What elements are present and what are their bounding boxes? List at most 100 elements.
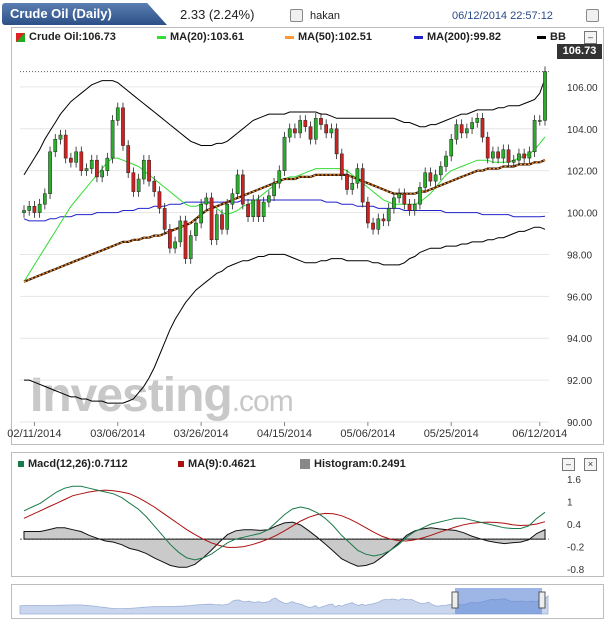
candle-body	[308, 126, 313, 140]
navigator-left-handle[interactable]	[451, 591, 459, 609]
candle-body	[79, 151, 84, 171]
candle-body	[459, 124, 464, 134]
price-change: 2.33 (2.24%)	[180, 7, 255, 22]
candle-body	[220, 214, 224, 230]
candle-body	[313, 118, 318, 140]
hist-swatch	[300, 459, 310, 470]
candle-body	[293, 128, 297, 134]
candle-body	[376, 218, 381, 230]
title-bar: Crude Oil (Daily) 2.33 (2.24%) hakan 06/…	[0, 0, 613, 27]
candle-body	[465, 128, 469, 134]
candle-body	[418, 187, 422, 205]
candle-body	[188, 235, 193, 259]
candle-body	[428, 172, 433, 182]
candle-body	[22, 210, 26, 213]
candle-body	[485, 136, 490, 159]
y-tick-label: 94.00	[567, 334, 592, 345]
watermark: Investing.com	[30, 368, 294, 423]
close-macd-button[interactable]: ×	[584, 458, 597, 471]
minimize-macd-button[interactable]: –	[562, 458, 575, 471]
candle-body	[194, 222, 198, 236]
candle-body	[350, 182, 355, 190]
candle-body	[272, 182, 276, 197]
y-tick-label: 100.00	[567, 209, 598, 220]
candle-body	[84, 168, 89, 171]
candle-body	[438, 166, 443, 176]
macd-ma-legend-item: MA(9):0.4621	[178, 458, 256, 470]
candle-body	[225, 203, 230, 230]
legend-macd-ma: MA(9):0.4621	[188, 458, 256, 470]
candle-body	[444, 155, 448, 167]
instrument-tab[interactable]: Crude Oil (Daily)	[2, 3, 167, 25]
macd-histogram	[23, 521, 546, 568]
candle-body	[407, 203, 412, 211]
y-tick-label: 92.00	[567, 376, 592, 387]
candle-body	[506, 149, 511, 163]
candle-body	[371, 222, 375, 230]
legend-ma20-item: MA(20):103.61	[157, 31, 244, 43]
y-tick-label: 96.00	[567, 292, 592, 303]
candle-body	[360, 168, 365, 203]
candle-body	[282, 136, 287, 171]
candle-body	[110, 120, 115, 159]
candle-body	[334, 128, 339, 155]
candle-body	[392, 197, 396, 209]
legend-macd: Macd(12,26):0.7112	[28, 458, 128, 470]
candle-body	[74, 151, 78, 163]
watermark-suffix: .com	[231, 385, 294, 418]
candle-body	[543, 71, 547, 121]
ma50-line	[23, 159, 546, 283]
candle-body	[37, 203, 42, 213]
candle-body	[214, 214, 219, 241]
legend-ma50-item: MA(50):102.51	[285, 31, 372, 43]
candle-body	[95, 159, 99, 178]
candle-body	[470, 122, 474, 130]
candle-body	[126, 145, 131, 174]
candle-body	[152, 180, 157, 192]
navigator-selection	[455, 588, 542, 614]
hist-legend-item: Histogram:0.2491	[300, 458, 406, 470]
legend-hist: Histogram:0.2491	[314, 458, 406, 470]
candle-body	[115, 107, 120, 121]
candle-body	[121, 107, 125, 146]
candle-body	[48, 151, 52, 194]
user-icon[interactable]	[290, 9, 303, 22]
macd-y-tick-label: 0.4	[567, 520, 581, 531]
candle-body	[209, 197, 214, 241]
macd-panel	[11, 452, 604, 577]
candle-body	[475, 118, 480, 123]
candle-body	[339, 153, 344, 176]
candle-body	[277, 170, 282, 184]
macd-y-tick-label: -0.2	[567, 543, 585, 554]
bb-upper-line	[23, 78, 546, 176]
y-tick-label: 106.00	[567, 83, 598, 94]
price-chart: 106.00 104.00 102.00 100.00 98.00 96.00 94.00 9…	[7, 66, 598, 440]
candle-body	[240, 174, 245, 205]
macd-line	[23, 485, 546, 561]
candle-icon	[16, 32, 25, 42]
macd-ma-line	[23, 489, 546, 548]
candle-body	[532, 120, 537, 153]
candle-body	[386, 208, 391, 222]
username: hakan	[310, 10, 340, 22]
settings-icon[interactable]	[586, 9, 599, 22]
candle-body	[397, 193, 401, 199]
navigator-right-handle[interactable]	[538, 591, 546, 609]
x-tick-label: 03/26/2014	[174, 428, 229, 440]
legend-ma50: MA(50):102.51	[298, 31, 372, 43]
bb-swatch	[537, 35, 546, 39]
x-tick-label: 05/06/2014	[340, 428, 395, 440]
candle-body	[230, 193, 235, 205]
navigator[interactable]	[0, 584, 613, 619]
candle-body	[100, 170, 105, 178]
ma200-line	[23, 199, 546, 222]
legend-bb: BB	[550, 31, 566, 43]
candle-body	[303, 120, 308, 127]
candle-body	[141, 159, 146, 180]
candle-body	[522, 153, 527, 159]
macd-y-tick-label: 1.6	[567, 475, 581, 486]
header-datetime: 06/12/2014 22:57:12	[452, 10, 553, 22]
candle-body	[157, 191, 162, 209]
minimize-main-button[interactable]: –	[584, 31, 597, 44]
y-tick-label: 98.00	[567, 250, 592, 261]
